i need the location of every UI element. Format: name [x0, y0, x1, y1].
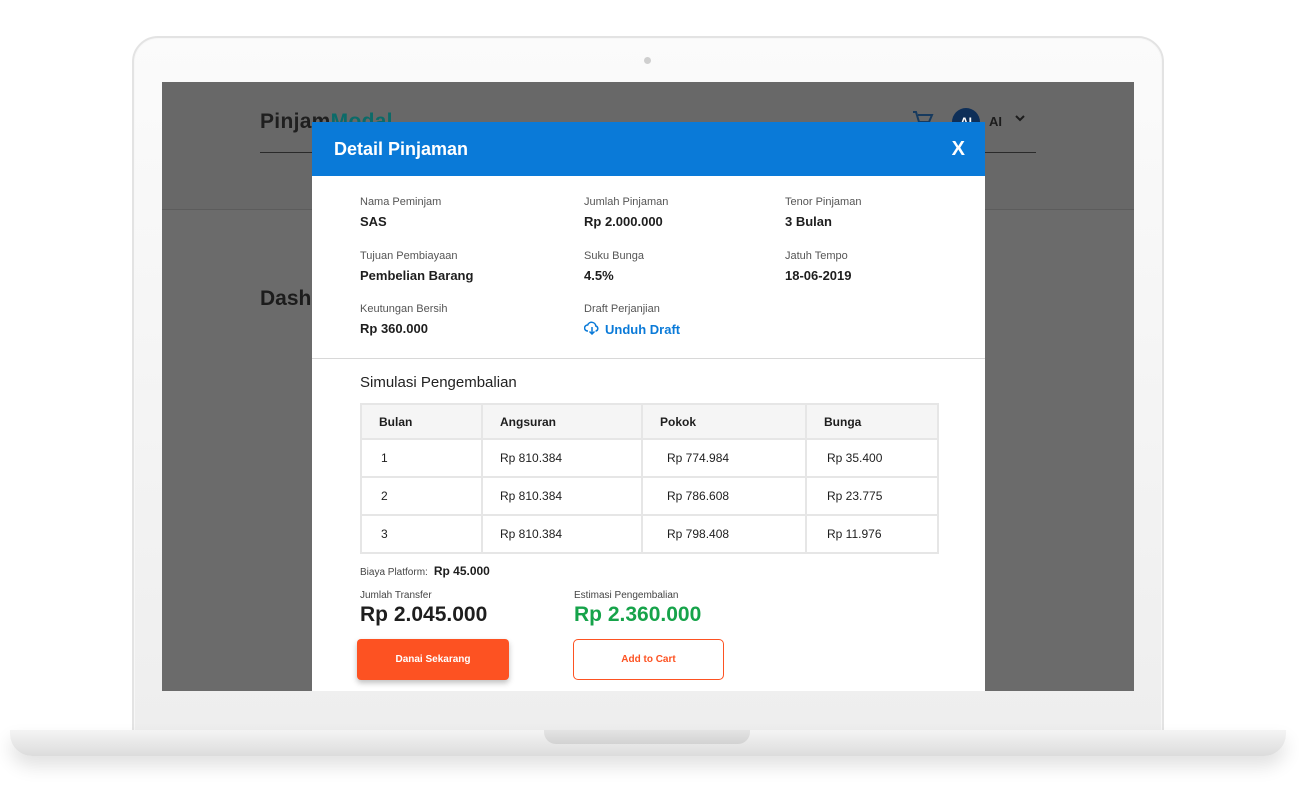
field-tujuan-pembiayaan: Tujuan Pembiayaan Pembelian Barang	[360, 250, 473, 283]
add-to-cart-button[interactable]: Add to Cart	[573, 639, 724, 680]
field-draft-perjanjian: Draft Perjanjian Unduh Draft	[583, 303, 681, 338]
table-row: 2 Rp 810.384 Rp 786.608 Rp 23.775	[360, 476, 939, 516]
simulation-table: Bulan Angsuran Pokok Bunga 1 Rp 810.384 …	[360, 403, 939, 554]
field-label: Jatuh Tempo	[785, 250, 848, 262]
table-cell: Rp 798.408	[641, 514, 807, 554]
user-name[interactable]: AI	[989, 114, 1002, 129]
camera-dot	[644, 57, 651, 64]
field-nama-peminjam: Nama Peminjam SAS	[360, 196, 441, 229]
section-divider	[312, 358, 985, 359]
field-keuntungan-bersih: Keutungan Bersih Rp 360.000	[360, 303, 447, 336]
field-value: 3 Bulan	[785, 214, 832, 229]
table-cell: 1	[360, 438, 483, 478]
cloud-download-icon	[583, 321, 600, 338]
table-cell: 2	[360, 476, 483, 516]
field-label: Keutungan Bersih	[360, 303, 448, 315]
field-jumlah-pinjaman: Jumlah Pinjaman Rp 2.000.000	[584, 196, 668, 229]
field-value: 18-06-2019	[785, 268, 852, 283]
chevron-down-icon[interactable]	[1014, 112, 1026, 127]
estimate-total: Estimasi Pengembalian Rp 2.360.000	[574, 590, 701, 627]
modal-header: Detail Pinjaman X	[312, 122, 985, 176]
column-header: Pokok	[641, 403, 807, 440]
transfer-value: Rp 2.045.000	[360, 603, 488, 626]
close-button[interactable]: X	[951, 137, 965, 160]
loan-info-grid: Nama Peminjam SAS Jumlah Pinjaman Rp 2.0…	[312, 176, 985, 358]
field-value: Rp 360.000	[360, 321, 428, 336]
table-cell: Rp 35.400	[805, 438, 939, 478]
table-cell: Rp 786.608	[641, 476, 807, 516]
field-label: Nama Peminjam	[360, 196, 442, 208]
table-cell: Rp 23.775	[805, 476, 939, 516]
field-label: Tujuan Pembiayaan	[360, 250, 458, 262]
platform-fee-label: Biaya Platform:	[360, 567, 428, 578]
transfer-total: Jumlah Transfer Rp 2.045.000	[360, 590, 487, 627]
laptop-notch	[544, 730, 750, 744]
download-draft-link[interactable]: Unduh Draft	[583, 321, 681, 338]
simulation-title: Simulasi Pengembalian	[360, 374, 517, 391]
table-cell: Rp 810.384	[481, 438, 643, 478]
table-cell: Rp 810.384	[481, 514, 643, 554]
platform-fee-value: Rp 45.000	[433, 564, 490, 578]
field-jatuh-tempo: Jatuh Tempo 18-06-2019	[785, 250, 852, 283]
field-label: Jumlah Pinjaman	[584, 196, 669, 208]
table-header-row: Bulan Angsuran Pokok Bunga	[360, 403, 939, 440]
screen: PinjamModal AI AI Dashboard Detail Pinja…	[162, 82, 1134, 691]
column-header: Bunga	[805, 403, 939, 440]
fund-now-button[interactable]: Danai Sekarang	[357, 639, 509, 680]
field-label: Suku Bunga	[584, 250, 644, 262]
estimate-label: Estimasi Pengembalian	[574, 590, 679, 601]
loan-detail-modal: Detail Pinjaman X Nama Peminjam SAS Juml…	[312, 122, 985, 691]
table-row: 1 Rp 810.384 Rp 774.984 Rp 35.400	[360, 438, 939, 478]
field-tenor-pinjaman: Tenor Pinjaman 3 Bulan	[785, 196, 861, 229]
field-value: Pembelian Barang	[360, 268, 474, 283]
estimate-value: Rp 2.360.000	[574, 603, 702, 626]
table-cell: Rp 810.384	[481, 476, 643, 516]
table-row: 3 Rp 810.384 Rp 798.408 Rp 11.976	[360, 514, 939, 554]
download-draft-label: Unduh Draft	[605, 322, 681, 337]
field-value: SAS	[360, 214, 387, 229]
table-cell: Rp 774.984	[641, 438, 807, 478]
field-value: Rp 2.000.000	[584, 214, 663, 229]
field-label: Tenor Pinjaman	[785, 196, 862, 208]
field-label: Draft Perjanjian	[584, 303, 660, 315]
table-cell: Rp 11.976	[805, 514, 939, 554]
transfer-label: Jumlah Transfer	[360, 590, 432, 601]
table-cell: 3	[360, 514, 483, 554]
field-value: 4.5%	[584, 268, 614, 283]
column-header: Angsuran	[481, 403, 643, 440]
column-header: Bulan	[360, 403, 483, 440]
field-suku-bunga: Suku Bunga 4.5%	[584, 250, 644, 283]
platform-fee: Biaya Platform: Rp 45.000	[360, 564, 490, 578]
modal-title: Detail Pinjaman	[334, 138, 469, 159]
